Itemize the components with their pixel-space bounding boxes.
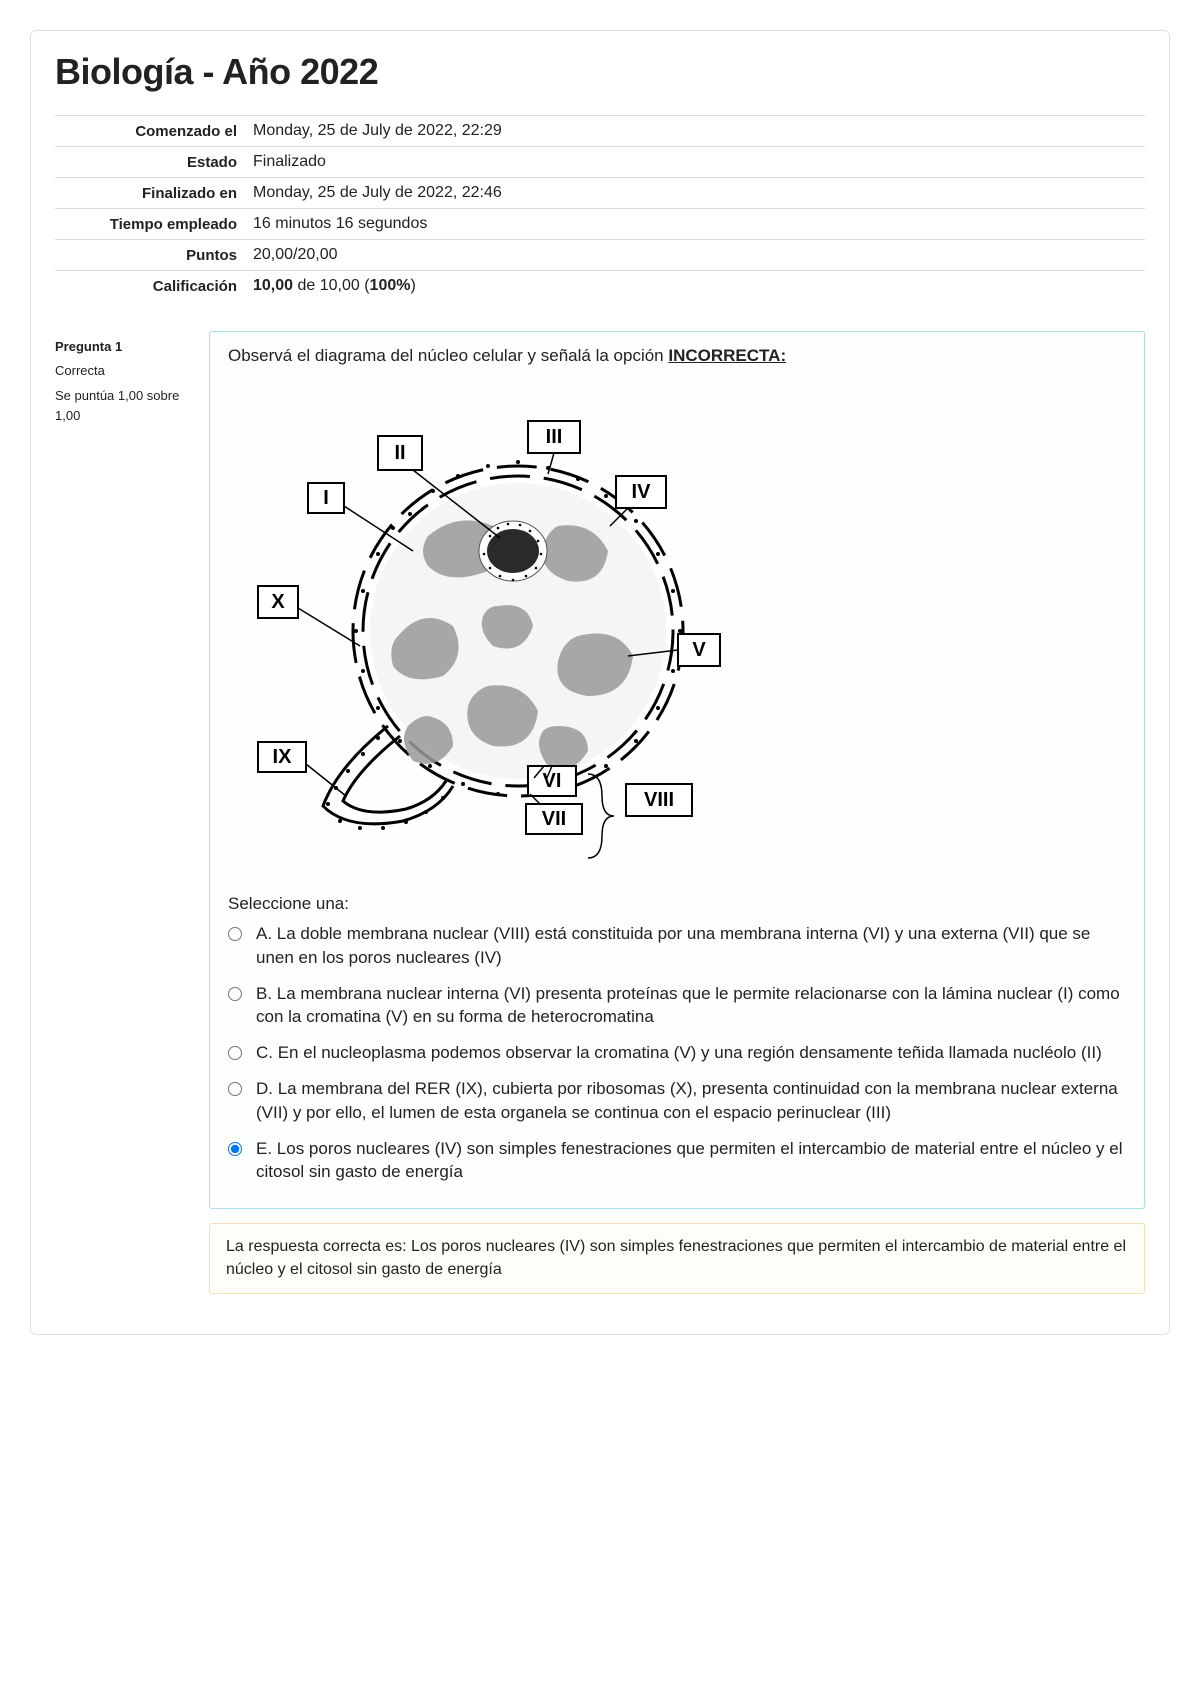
answer-option[interactable]: E. Los poros nucleares (IV) son simples …: [228, 1137, 1126, 1185]
summary-value: 10,00 de 10,00 (100%): [245, 271, 1145, 302]
diagram-label-8: VIII: [644, 789, 674, 811]
diagram-label-10: X: [271, 591, 285, 613]
feedback-box: La respuesta correcta es: Los poros nucl…: [209, 1223, 1145, 1294]
answer-option[interactable]: B. La membrana nuclear interna (VI) pres…: [228, 982, 1126, 1030]
summary-row: Tiempo empleado16 minutos 16 segundos: [55, 209, 1145, 240]
answer-text: D. La membrana del RER (IX), cubierta po…: [256, 1077, 1126, 1125]
diagram-label-1: I: [323, 487, 329, 509]
answer-option[interactable]: D. La membrana del RER (IX), cubierta po…: [228, 1077, 1126, 1125]
diagram-label-7: VII: [542, 808, 566, 830]
summary-row: EstadoFinalizado: [55, 147, 1145, 178]
summary-value: Monday, 25 de July de 2022, 22:29: [245, 116, 1145, 147]
answer-radio[interactable]: [228, 1046, 242, 1060]
diagram-label-9: IX: [273, 746, 293, 768]
summary-label: Calificación: [55, 271, 245, 302]
question-content-column: Observá el diagrama del núcleo celular y…: [209, 331, 1145, 1294]
question-box: Observá el diagrama del núcleo celular y…: [209, 331, 1145, 1209]
summary-row: Calificación10,00 de 10,00 (100%): [55, 271, 1145, 302]
answer-radio[interactable]: [228, 1142, 242, 1156]
page-title: Biología - Año 2022: [55, 51, 1145, 93]
answer-text: C. En el nucleoplasma podemos observar l…: [256, 1041, 1126, 1065]
diagram-label-5: V: [692, 639, 706, 661]
diagram-label-6: VI: [543, 770, 562, 792]
summary-row: Puntos20,00/20,00: [55, 240, 1145, 271]
answer-option[interactable]: A. La doble membrana nuclear (VIII) está…: [228, 922, 1126, 970]
question-grade: Se puntúa 1,00 sobre 1,00: [55, 386, 195, 425]
diagram-label-4: IV: [632, 481, 652, 503]
quiz-review-page: Biología - Año 2022 Comenzado elMonday, …: [30, 30, 1170, 1335]
nucleus-diagram: I II III IV: [228, 376, 1126, 876]
answer-options: A. La doble membrana nuclear (VIII) está…: [228, 922, 1126, 1184]
summary-label: Puntos: [55, 240, 245, 271]
answer-option[interactable]: C. En el nucleoplasma podemos observar l…: [228, 1041, 1126, 1065]
summary-value: 20,00/20,00: [245, 240, 1145, 271]
summary-row: Finalizado enMonday, 25 de July de 2022,…: [55, 178, 1145, 209]
answer-radio[interactable]: [228, 987, 242, 1001]
answer-text: E. Los poros nucleares (IV) son simples …: [256, 1137, 1126, 1185]
diagram-label-2: II: [394, 442, 405, 464]
select-one-label: Seleccione una:: [228, 894, 1126, 914]
question-row: Pregunta 1 Correcta Se puntúa 1,00 sobre…: [55, 331, 1145, 1294]
summary-value: 16 minutos 16 segundos: [245, 209, 1145, 240]
question-number: Pregunta 1: [55, 337, 195, 357]
answer-text: B. La membrana nuclear interna (VI) pres…: [256, 982, 1126, 1030]
answer-radio[interactable]: [228, 927, 242, 941]
diagram-label-3: III: [546, 426, 563, 448]
question-text: Observá el diagrama del núcleo celular y…: [228, 346, 1126, 366]
question-state: Correcta: [55, 361, 195, 381]
answer-text: A. La doble membrana nuclear (VIII) está…: [256, 922, 1126, 970]
summary-label: Estado: [55, 147, 245, 178]
answer-radio[interactable]: [228, 1082, 242, 1096]
summary-label: Tiempo empleado: [55, 209, 245, 240]
question-info-column: Pregunta 1 Correcta Se puntúa 1,00 sobre…: [55, 331, 195, 425]
summary-label: Comenzado el: [55, 116, 245, 147]
summary-value: Monday, 25 de July de 2022, 22:46: [245, 178, 1145, 209]
summary-label: Finalizado en: [55, 178, 245, 209]
attempt-summary-table: Comenzado elMonday, 25 de July de 2022, …: [55, 115, 1145, 301]
summary-row: Comenzado elMonday, 25 de July de 2022, …: [55, 116, 1145, 147]
summary-value: Finalizado: [245, 147, 1145, 178]
